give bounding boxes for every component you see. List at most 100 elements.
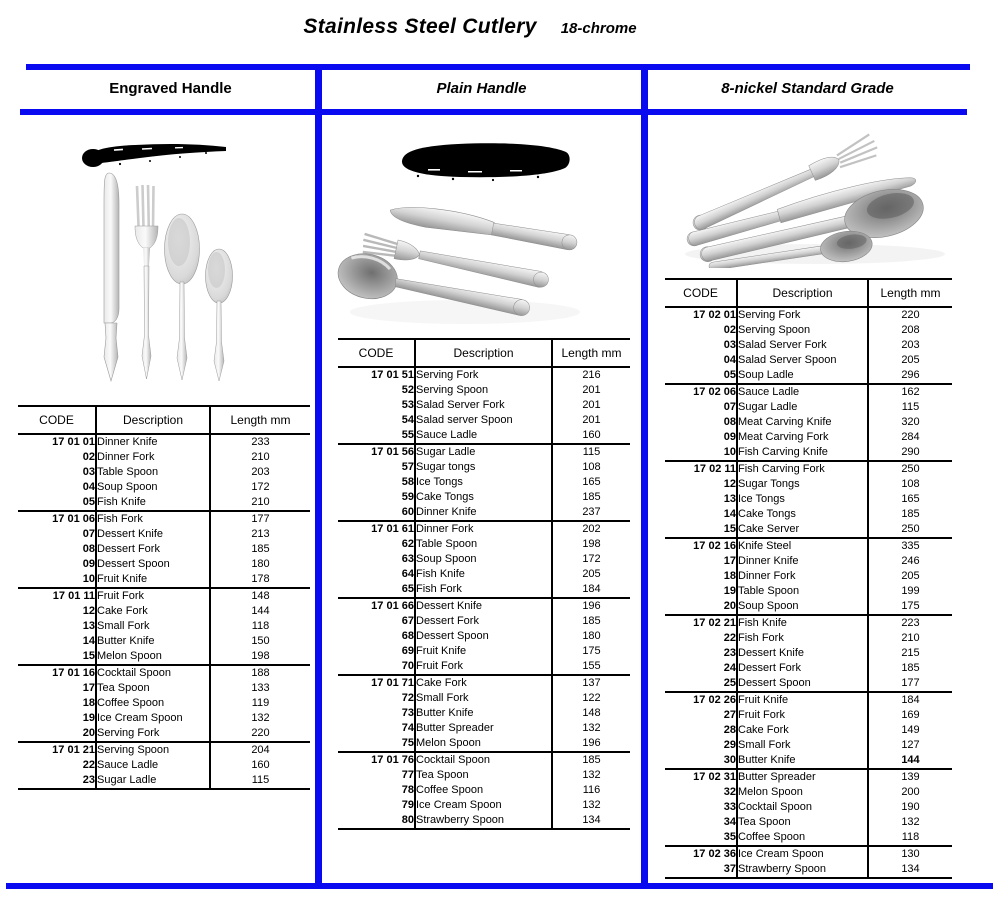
description-cell: Coffee Spoon [736, 830, 869, 846]
code-cell: 14 [723, 508, 736, 520]
table-row: 73 Butter Knife 148 [338, 706, 630, 721]
code-group: 17 01 66 Dessert Knife 196 67 Dessert Fork 18… [338, 597, 630, 675]
table-row: 04 Soup Spoon 172 [18, 480, 310, 495]
description-cell: Dessert Fork [414, 614, 553, 629]
code-cell: 17 02 21 [665, 614, 737, 631]
code-cell: 35 [723, 831, 736, 843]
length-cell: 198 [582, 538, 601, 550]
code-cell: 69 [401, 645, 414, 657]
code-group: 17 01 56 Sugar Ladle 115 57 Sugar tongs 108 58… [338, 443, 630, 521]
description-cell: Fish Fork [95, 510, 211, 527]
description-cell: Cake Fork [95, 604, 211, 619]
code-cell: 13 [723, 493, 736, 505]
code-cell: 24 [723, 662, 736, 674]
description-cell: Salad server Spoon [414, 413, 553, 428]
top-rule [26, 64, 970, 70]
code-cell: 17 01 16 [18, 664, 96, 681]
table-row: 17 Tea Spoon 133 [18, 681, 310, 696]
length-cell: 320 [901, 416, 920, 428]
description-cell: Sugar Ladle [95, 773, 211, 789]
code-group: 17 01 11 Fruit Fork 148 12 Cake Fork 144 13 Sma… [18, 587, 310, 665]
code-cell: 73 [401, 707, 414, 719]
description-cell: Fish Fork [736, 631, 869, 646]
code-cell: 17 02 06 [665, 383, 737, 400]
length-cell: 172 [251, 481, 270, 493]
page-subtitle: 18-chrome [560, 20, 637, 37]
code-cell: 74 [401, 722, 414, 734]
table-row: 77 Tea Spoon 132 [338, 768, 630, 783]
description-cell: Cake Tongs [736, 507, 869, 522]
length-cell: 185 [552, 751, 630, 768]
description-cell: Melon Spoon [414, 736, 553, 752]
length-cell: 177 [210, 510, 310, 527]
description-cell: Dinner Knife [95, 433, 211, 450]
table-row: 79 Ice Cream Spoon 132 [338, 798, 630, 813]
length-cell: 184 [868, 691, 952, 708]
length-cell: 169 [901, 709, 920, 721]
length-cell: 132 [901, 816, 920, 828]
length-cell: 133 [251, 682, 270, 694]
length-cell: 148 [582, 707, 601, 719]
description-cell: Cocktail Spoon [736, 800, 869, 815]
length-cell: 196 [552, 597, 630, 614]
length-cell: 335 [868, 537, 952, 554]
code-cell: 17 02 16 [665, 537, 737, 554]
length-cell: 118 [901, 831, 920, 843]
length-cell: 213 [251, 528, 270, 540]
table-row: 13 Ice Tongs 165 [665, 492, 952, 507]
table-row: 14 Butter Knife 150 [18, 634, 310, 649]
table-row: 02 Serving Spoon 208 [665, 323, 952, 338]
table-row: 18 Coffee Spoon 119 [18, 696, 310, 711]
spoon-icon [699, 189, 924, 262]
code-cell: 17 [723, 555, 736, 567]
code-cell: 17 02 31 [665, 768, 737, 785]
code-cell: 20 [723, 600, 736, 612]
table-row: 70 Fruit Fork 155 [338, 659, 630, 675]
length-cell: 200 [901, 786, 920, 798]
table-row: 74 Butter Spreader 132 [338, 721, 630, 736]
code-cell: 08 [723, 416, 736, 428]
code-cell: 54 [401, 414, 414, 426]
code-cell: 15 [82, 650, 95, 662]
table-row: 23 Dessert Knife 215 [665, 646, 952, 661]
code-cell: 17 01 01 [18, 433, 96, 450]
spoon-icon [164, 213, 200, 381]
table-row: 13 Small Fork 118 [18, 619, 310, 634]
code-cell: 17 01 06 [18, 510, 96, 527]
code-cell: 17 [82, 682, 95, 694]
table-row: 63 Soup Spoon 172 [338, 552, 630, 567]
table-row: 03 Table Spoon 203 [18, 465, 310, 480]
description-cell: Meat Carving Knife [736, 415, 869, 430]
description-cell: Soup Ladle [736, 368, 869, 384]
description-cell: Cake Tongs [414, 490, 553, 505]
description-cell: Small Fork [736, 738, 869, 753]
code-cell: 07 [723, 401, 736, 413]
length-cell: 237 [582, 506, 601, 518]
table-row: 17 01 61 Dinner Fork 202 [338, 520, 630, 537]
description-cell: Sugar Tongs [736, 477, 869, 492]
description-cell: Table Spoon [95, 465, 211, 480]
code-cell: 19 [82, 712, 95, 724]
column-header-standard-grade: 8-nickel Standard Grade [721, 80, 894, 97]
code-group: 17 02 31 Butter Spreader 139 32 Melon Spoon 2… [665, 768, 952, 846]
table-row: 55 Sauce Ladle 160 [338, 428, 630, 444]
code-cell: 33 [723, 801, 736, 813]
table-row: 04 Salad Server Spoon 205 [665, 353, 952, 368]
description-cell: Table Spoon [414, 537, 553, 552]
length-cell: 185 [901, 662, 920, 674]
description-cell: Dessert Fork [736, 661, 869, 676]
code-cell: 04 [723, 354, 736, 366]
description-cell: Fish Knife [414, 567, 553, 582]
bottom-rule [6, 883, 993, 889]
description-cell: Fruit Fork [414, 659, 553, 675]
length-cell: 220 [868, 306, 952, 323]
code-cell: 17 01 51 [338, 366, 415, 383]
description-cell: Dessert Fork [95, 542, 211, 557]
table-row: 17 01 01 Dinner Knife 233 [18, 433, 310, 450]
code-cell: 23 [723, 647, 736, 659]
description-cell: Salad Server Fork [414, 398, 553, 413]
length-cell: 188 [210, 664, 310, 681]
description-cell: Cocktail Spoon [95, 664, 211, 681]
length-cell: 115 [251, 774, 270, 786]
length-cell: 210 [251, 451, 270, 463]
